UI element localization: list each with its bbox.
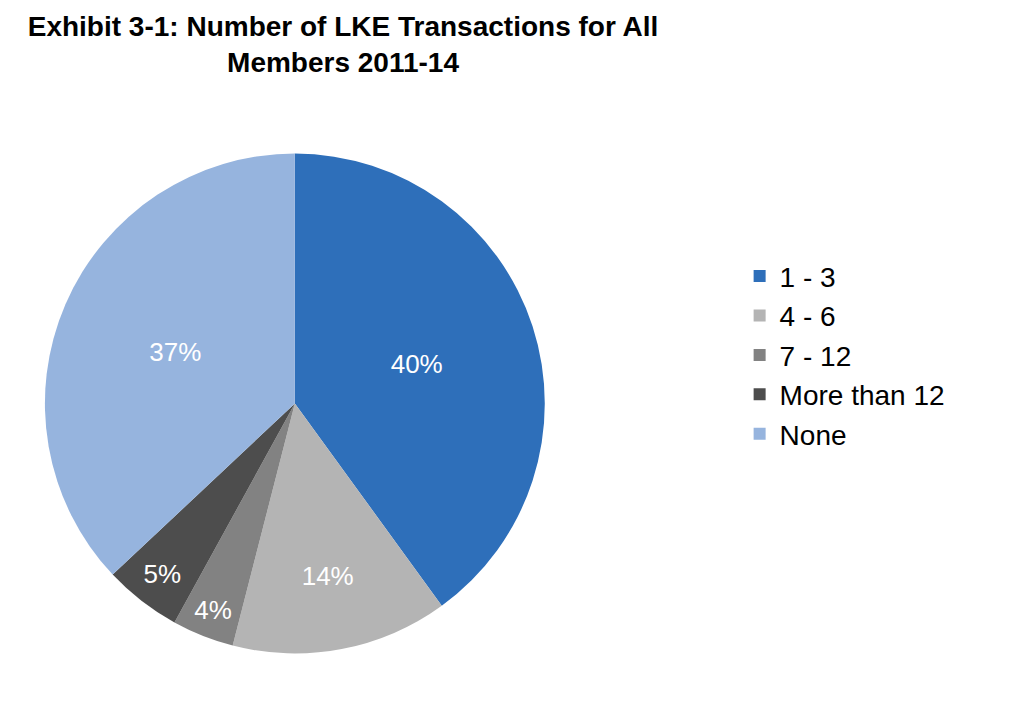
svg-text:None: None	[780, 420, 847, 451]
svg-text:Exhibit 3-1: Number of LKE Tra: Exhibit 3-1: Number of LKE Transactions …	[28, 11, 659, 78]
svg-text:14%: 14%	[302, 561, 354, 591]
svg-text:More than 12: More than 12	[780, 380, 945, 411]
svg-text:37%: 37%	[149, 337, 201, 367]
svg-text:4%: 4%	[194, 595, 232, 625]
svg-text:40%: 40%	[391, 349, 443, 379]
svg-text:1 - 3: 1 - 3	[780, 262, 836, 293]
svg-text:5%: 5%	[144, 559, 182, 589]
svg-text:4 - 6: 4 - 6	[780, 301, 836, 332]
svg-text:7 - 12: 7 - 12	[780, 341, 852, 372]
